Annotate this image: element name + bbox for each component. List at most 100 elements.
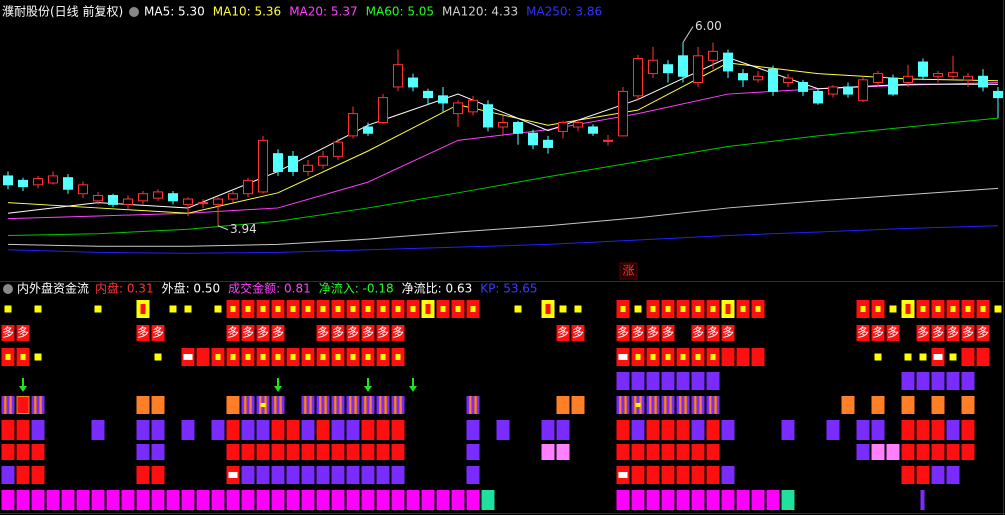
signal-block — [281, 396, 285, 414]
signal-block — [309, 396, 312, 414]
signal-block — [406, 490, 420, 510]
signal-block — [711, 396, 715, 414]
candle-body — [873, 73, 883, 83]
signal-block — [994, 305, 1002, 313]
signal-block — [635, 354, 641, 360]
signal-block — [676, 490, 690, 510]
signal-block — [346, 490, 360, 510]
menu-icon[interactable] — [129, 7, 139, 17]
signal-block — [364, 396, 367, 414]
signal-block — [961, 396, 975, 414]
signal-block — [94, 305, 102, 313]
annotation: 6.00 — [695, 19, 722, 33]
signal-block — [316, 466, 330, 484]
legend-item: MA60: 5.05 — [366, 5, 434, 19]
signal-block — [336, 396, 340, 414]
signal-block — [376, 444, 390, 460]
signal-arrow — [364, 386, 372, 392]
signal-block — [151, 396, 165, 414]
candle-body — [528, 132, 538, 146]
signal-block — [706, 372, 720, 390]
signal-block — [826, 420, 840, 440]
chart-title: 濮耐股份(日线 前复权) — [2, 4, 123, 19]
signal-block — [391, 325, 405, 341]
signal-block — [31, 466, 45, 484]
signal-block — [349, 396, 352, 414]
signal-block — [16, 420, 30, 440]
candle-body — [318, 155, 328, 166]
signal-chip: 多 — [872, 326, 884, 340]
signal-block — [721, 348, 735, 366]
signal-block — [241, 420, 255, 440]
signal-block — [680, 354, 686, 360]
candle-body — [33, 178, 43, 186]
signal-block — [901, 372, 915, 390]
candle-body — [993, 90, 1003, 99]
signal-block — [306, 396, 310, 414]
signal-block — [301, 466, 315, 484]
signal-block — [681, 396, 685, 414]
candle-body — [588, 126, 598, 134]
signal-block — [196, 348, 210, 366]
signal-block — [41, 396, 45, 414]
signal-block — [1, 444, 15, 460]
candle-body — [78, 184, 88, 195]
signal-block — [631, 490, 645, 510]
signal-block — [661, 490, 675, 510]
signal-block — [950, 306, 956, 312]
signal-chip: 多 — [392, 326, 404, 340]
candle-body — [123, 198, 133, 205]
signal-block — [346, 420, 360, 440]
signal-block — [16, 444, 30, 460]
signal-block — [151, 490, 165, 510]
signal-block — [91, 420, 105, 440]
signal-block — [1, 420, 15, 440]
menu-icon[interactable] — [3, 284, 13, 294]
signal-block — [215, 354, 221, 360]
candle-body — [48, 175, 58, 184]
signal-block — [361, 325, 375, 341]
signal-chip: 多 — [557, 326, 569, 340]
signal-block — [380, 354, 386, 360]
signal-block — [781, 490, 795, 510]
signal-block — [246, 396, 250, 414]
signal-block — [706, 490, 720, 510]
signal-block — [183, 354, 193, 360]
candle-body — [153, 191, 163, 199]
candle-body — [228, 193, 238, 200]
signal-block — [556, 396, 570, 414]
signal-block — [961, 372, 975, 390]
signal-block — [901, 396, 915, 414]
signal-block — [916, 444, 930, 460]
signal-block — [324, 396, 327, 414]
ma-line — [7, 62, 999, 214]
signal-block — [541, 444, 555, 460]
legend-item: 净流入: -0.18 — [319, 282, 394, 296]
signal-block — [361, 396, 365, 414]
signal-block — [616, 444, 630, 460]
signal-block — [871, 325, 885, 341]
signal-block — [946, 444, 960, 460]
signal-block — [933, 354, 943, 360]
signal-chip: 多 — [377, 326, 389, 340]
legend-item: 外盘: 0.50 — [162, 281, 221, 296]
panel-title: 内外盘资金流 — [17, 281, 89, 296]
signal-block — [559, 305, 567, 313]
signal-block — [679, 396, 682, 414]
signal-block — [331, 444, 345, 460]
signal-block — [391, 466, 405, 484]
signal-block — [266, 396, 270, 414]
signal-block — [646, 490, 660, 510]
signal-block — [151, 420, 165, 440]
candle-body — [63, 177, 73, 190]
signal-block — [871, 396, 885, 414]
signal-block — [671, 396, 675, 414]
signal-block — [471, 396, 475, 414]
signal-block — [31, 396, 35, 414]
candle-body — [618, 90, 628, 137]
signal-block — [381, 396, 385, 414]
signal-block — [401, 396, 405, 414]
signal-block — [9, 396, 12, 414]
signal-block — [736, 348, 750, 366]
signal-block — [166, 490, 180, 510]
